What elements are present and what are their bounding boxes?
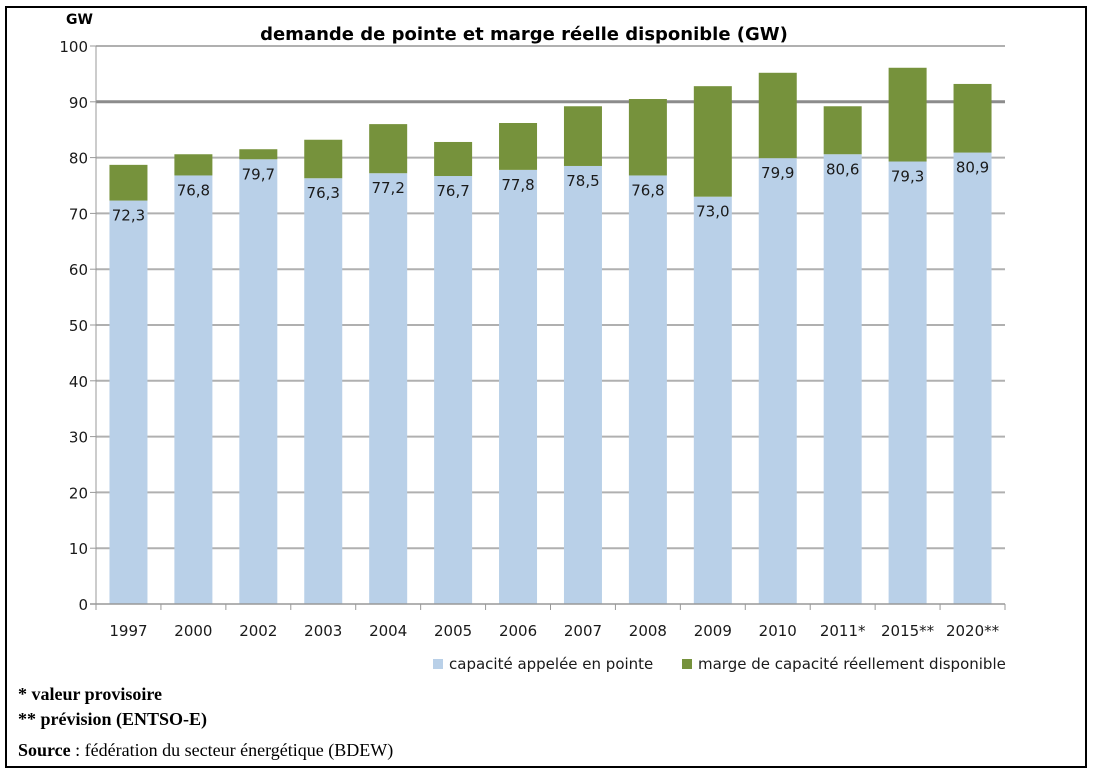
bar-peak-demand-7 bbox=[563, 165, 602, 604]
y-tick-label: 20 bbox=[69, 484, 88, 502]
bar-peak-demand-13 bbox=[953, 152, 992, 604]
bar-margin-13 bbox=[953, 83, 992, 153]
legend: capacité appelée en pointe marge de capac… bbox=[433, 655, 1006, 673]
bar-peak-demand-0 bbox=[109, 200, 148, 605]
data-label: 73,0 bbox=[696, 203, 729, 221]
bar-margin-3 bbox=[304, 139, 343, 179]
bar-margin-5 bbox=[434, 141, 473, 177]
data-label: 76,7 bbox=[436, 182, 469, 200]
bar-margin-0 bbox=[109, 164, 148, 201]
y-axis-unit: GW bbox=[66, 12, 93, 28]
x-tick-label: 2009 bbox=[694, 622, 732, 640]
y-tick-label: 80 bbox=[69, 150, 88, 168]
bar-peak-demand-2 bbox=[239, 159, 278, 605]
y-tick-label: 0 bbox=[78, 596, 88, 614]
y-tick-label: 100 bbox=[59, 38, 88, 56]
x-tick-label: 2003 bbox=[304, 622, 342, 640]
x-tick-label: 2007 bbox=[564, 622, 602, 640]
x-tick-label: 2004 bbox=[369, 622, 407, 640]
bar-peak-demand-5 bbox=[434, 176, 473, 604]
y-tick-label: 40 bbox=[69, 373, 88, 391]
y-tick-label: 50 bbox=[69, 317, 88, 335]
bar-margin-7 bbox=[563, 106, 602, 166]
bar-margin-2 bbox=[239, 149, 278, 160]
x-tick-label: 2020** bbox=[946, 622, 1000, 640]
x-tick-label: 2015** bbox=[881, 622, 935, 640]
note-provisional: * valeur provisoire bbox=[18, 684, 162, 704]
data-label: 77,8 bbox=[501, 176, 534, 194]
data-label: 80,6 bbox=[826, 160, 859, 178]
data-label: 76,8 bbox=[177, 181, 210, 199]
bar-peak-demand-12 bbox=[888, 161, 927, 605]
data-label: 79,7 bbox=[242, 165, 275, 183]
data-label: 80,9 bbox=[956, 159, 989, 177]
bar-margin-11 bbox=[823, 106, 862, 155]
x-tick-label: 2000 bbox=[174, 622, 212, 640]
note-forecast: ** prévision (ENTSO-E) bbox=[18, 709, 208, 729]
bar-margin-8 bbox=[628, 99, 667, 176]
value-labels: 72,3 76,8 79,7 76,3 77,2 76,7 77,8 78,5 76,8 73,0… bbox=[112, 159, 989, 225]
stacked-bar-chart: GW demande de pointe et marge réelle dis… bbox=[59, 12, 1006, 673]
source-label: Source bbox=[18, 740, 71, 760]
legend-swatch-peak-demand bbox=[433, 659, 443, 669]
source-note: Source : fédération du secteur énergétiq… bbox=[18, 740, 393, 761]
bar-margin-4 bbox=[369, 124, 408, 174]
data-label: 78,5 bbox=[566, 172, 599, 190]
bar-margin-6 bbox=[499, 123, 538, 170]
y-tick-label: 70 bbox=[69, 205, 88, 223]
x-tick-label: 2011* bbox=[820, 622, 866, 640]
data-label: 72,3 bbox=[112, 207, 145, 225]
x-tick-label: 1997 bbox=[109, 622, 147, 640]
legend-label-peak-demand: capacité appelée en pointe bbox=[449, 655, 653, 673]
bar-peak-demand-11 bbox=[823, 154, 862, 604]
bar-peak-demand-10 bbox=[758, 158, 797, 604]
y-tick-label: 10 bbox=[69, 540, 88, 558]
data-label: 79,3 bbox=[891, 168, 924, 186]
bar-peak-demand-3 bbox=[304, 178, 343, 604]
bar-peak-demand-6 bbox=[499, 169, 538, 604]
data-label: 76,3 bbox=[307, 184, 340, 202]
x-tick-label: 2008 bbox=[629, 622, 667, 640]
bar-peak-demand-9 bbox=[693, 196, 732, 604]
data-label: 76,8 bbox=[631, 181, 664, 199]
source-text: : fédération du secteur énergétique (BDE… bbox=[70, 740, 394, 760]
x-tick-label: 2002 bbox=[239, 622, 277, 640]
legend-swatch-margin bbox=[682, 659, 692, 669]
bars bbox=[109, 67, 992, 605]
legend-label-margin: marge de capacité réellement disponible bbox=[698, 655, 1006, 673]
figure-frame bbox=[5, 6, 1087, 768]
bar-margin-9 bbox=[693, 86, 732, 197]
y-tick-label: 30 bbox=[69, 429, 88, 447]
y-axis-ticks: 0 10 20 30 40 50 60 70 80 90 100 bbox=[59, 38, 96, 614]
x-tick-label: 2010 bbox=[759, 622, 797, 640]
bar-margin-10 bbox=[758, 72, 797, 159]
y-tick-label: 60 bbox=[69, 261, 88, 279]
x-axis: 1997 2000 2002 2003 2004 2005 2006 2007 2008 2009… bbox=[90, 603, 1006, 640]
bar-margin-12 bbox=[888, 67, 927, 162]
data-label: 79,9 bbox=[761, 164, 794, 182]
y-tick-label: 90 bbox=[69, 94, 88, 112]
bar-margin-1 bbox=[174, 154, 213, 176]
bar-peak-demand-1 bbox=[174, 175, 213, 604]
data-label: 77,2 bbox=[371, 179, 404, 197]
bar-peak-demand-8 bbox=[628, 175, 667, 604]
x-tick-label: 2005 bbox=[434, 622, 472, 640]
chart-title: demande de pointe et marge réelle dispon… bbox=[260, 24, 788, 45]
bar-peak-demand-4 bbox=[369, 173, 408, 604]
x-tick-label: 2006 bbox=[499, 622, 537, 640]
gridlines bbox=[95, 45, 1005, 604]
